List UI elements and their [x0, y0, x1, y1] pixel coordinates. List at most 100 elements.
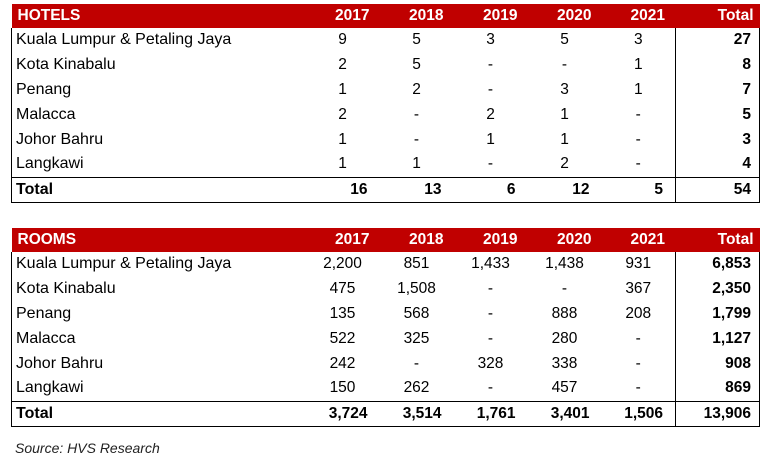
row-value: 1 [560, 105, 569, 123]
row-value: 1 [633, 80, 643, 98]
row-value: 2 [412, 80, 421, 98]
row-value: 5 [560, 31, 569, 49]
row-label: Johor Bahru [11, 127, 306, 152]
row-label: Langkawi [11, 375, 306, 402]
row-value: - [635, 130, 641, 148]
row-value: 367 [625, 280, 652, 298]
row-value: 338 [551, 354, 578, 372]
row-value: - [487, 280, 494, 298]
row-value: 1 [633, 56, 643, 74]
row-label: Total [11, 400, 306, 427]
row-value: 1 [338, 80, 347, 98]
row-value: - [487, 329, 494, 347]
table-row: Malacca 2 - 2 1 - 5 [11, 102, 760, 128]
row-value: 3 [560, 80, 569, 98]
row-value: 325 [403, 329, 430, 347]
row-label: Johor Bahru [11, 351, 306, 376]
source-note: Source: HVS Research [15, 440, 160, 456]
row-value: 242 [329, 354, 356, 372]
row-total: 869 [675, 375, 760, 402]
row-value: 851 [403, 255, 430, 273]
table-row: Penang 135 568 - 888 208 1,799 [11, 301, 760, 327]
row-value: 280 [551, 329, 578, 347]
hotels-header-year: 2021 [601, 4, 676, 28]
row-total: 3 [675, 127, 760, 152]
row-value: 1 [560, 130, 569, 148]
row-total: 908 [675, 351, 760, 376]
rooms-header-year: 2019 [453, 228, 528, 252]
hotels-header-year: 2020 [527, 4, 602, 28]
row-value: - [635, 105, 641, 123]
row-value: 1 [486, 130, 495, 148]
row-label: Malacca [11, 326, 306, 352]
row-value: 2 [338, 56, 347, 74]
rooms-header-total: Total [675, 228, 760, 252]
row-value: 1 [338, 155, 347, 173]
row-value: - [487, 304, 494, 322]
row-label: Total [11, 176, 306, 203]
row-value: 2 [560, 155, 569, 173]
row-value: 2,200 [323, 255, 362, 273]
row-value: - [487, 379, 494, 397]
row-label: Penang [11, 301, 306, 327]
row-value: 522 [329, 329, 356, 347]
table-row: Kuala Lumpur & Petaling Jaya 9 5 3 5 3 27 [11, 28, 760, 53]
hotels-total-row: Total 16 13 6 12 5 54 [11, 176, 760, 203]
row-value: 150 [329, 379, 356, 397]
row-value: 2 [486, 105, 495, 123]
row-value: 931 [625, 255, 652, 273]
row-value: 3,724 [305, 400, 380, 427]
row-label: Penang [11, 77, 306, 103]
row-value: - [487, 56, 494, 74]
table-row: Penang 1 2 - 3 1 7 [11, 77, 760, 103]
row-total: 8 [675, 52, 760, 78]
hotels-header-total: Total [675, 4, 760, 28]
row-value: 457 [551, 379, 578, 397]
row-label: Langkawi [11, 151, 306, 178]
row-value: 328 [477, 354, 504, 372]
row-value: 1,433 [471, 255, 510, 273]
row-value: 5 [412, 31, 421, 49]
row-label: Kota Kinabalu [11, 52, 306, 78]
row-value: - [413, 105, 420, 123]
row-value: 1 [338, 130, 347, 148]
row-value: 5 [412, 56, 421, 74]
row-value: 13 [379, 176, 454, 203]
row-value: - [635, 379, 641, 397]
row-value: 888 [551, 304, 578, 322]
row-value: - [561, 56, 568, 74]
rooms-header-row: ROOMS 2017 2018 2019 2020 2021 Total [11, 228, 760, 252]
table-row: Johor Bahru 1 - 1 1 - 3 [11, 127, 760, 152]
table-row: Kota Kinabalu 2 5 - - 1 8 [11, 52, 760, 78]
row-label: Kota Kinabalu [11, 276, 306, 302]
hotels-header-label: HOTELS [11, 4, 306, 28]
row-label: Kuala Lumpur & Petaling Jaya [11, 28, 306, 53]
row-value: 3,401 [527, 400, 602, 427]
row-value: - [635, 329, 641, 347]
rooms-header-label: ROOMS [11, 228, 306, 252]
row-total: 54 [675, 176, 760, 203]
row-value: 1,761 [453, 400, 528, 427]
row-total: 1,799 [675, 301, 760, 327]
row-label: Kuala Lumpur & Petaling Jaya [11, 252, 306, 277]
row-value: - [635, 155, 641, 173]
row-value: - [561, 280, 568, 298]
row-total: 4 [675, 151, 760, 178]
row-value: 135 [329, 304, 356, 322]
row-label: Malacca [11, 102, 306, 128]
row-value: 262 [403, 379, 430, 397]
row-value: 3 [486, 31, 495, 49]
row-value: 12 [527, 176, 602, 203]
table-row: Kuala Lumpur & Petaling Jaya 2,200 851 1,43… [11, 252, 760, 277]
row-value: 1,508 [397, 280, 436, 298]
row-value: - [487, 155, 494, 173]
table-row: Kota Kinabalu 475 1,508 - - 367 2,350 [11, 276, 760, 302]
row-value: 9 [338, 31, 347, 49]
row-value: 6 [453, 176, 528, 203]
row-total: 6,853 [675, 252, 760, 277]
row-value: 5 [601, 176, 676, 203]
row-total: 13,906 [675, 400, 760, 427]
row-value: - [413, 354, 420, 372]
row-total: 5 [675, 102, 760, 128]
row-total: 7 [675, 77, 760, 103]
